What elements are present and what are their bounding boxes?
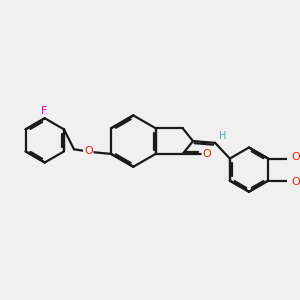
Text: H: H: [219, 131, 226, 141]
Text: O: O: [292, 177, 300, 187]
Text: O: O: [292, 152, 300, 162]
Text: F: F: [41, 106, 47, 116]
Text: O: O: [202, 149, 211, 159]
Text: O: O: [84, 146, 93, 156]
